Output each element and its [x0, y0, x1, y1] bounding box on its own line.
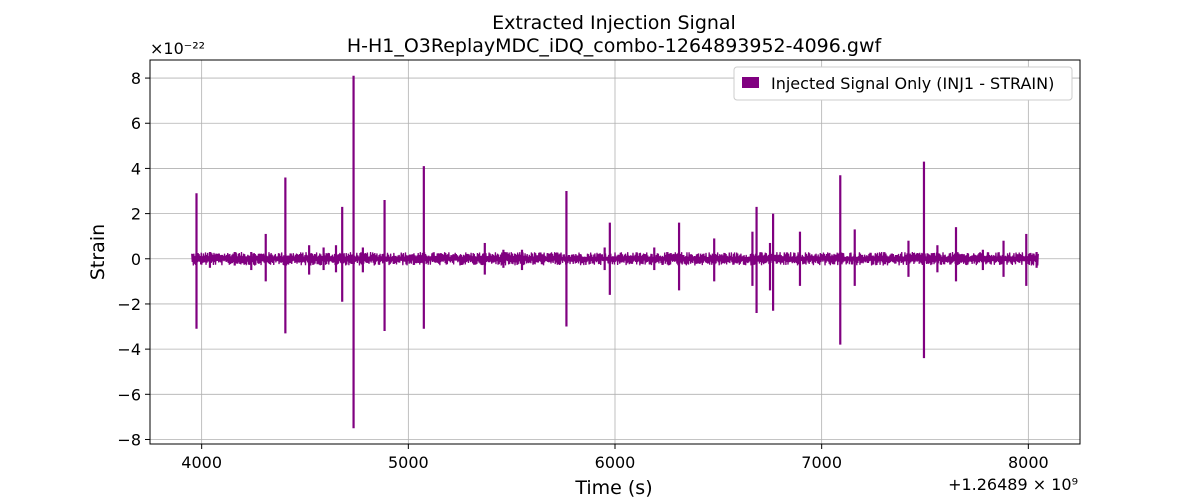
y-axis: −8 −6 −4 −2 0 2 4 6 8: [117, 69, 150, 449]
x-tick-label: 7000: [801, 453, 842, 472]
y-tick-label: −6: [117, 385, 141, 404]
legend-swatch: [742, 77, 759, 88]
x-tick-label: 8000: [1008, 453, 1049, 472]
y-tick-label: 0: [131, 250, 141, 269]
y-tick-label: −4: [117, 340, 141, 359]
x-tick-label: 4000: [181, 453, 222, 472]
y-scale-label: ×10⁻²²: [150, 39, 205, 58]
y-axis-label: Strain: [87, 224, 109, 280]
y-tick-label: −8: [117, 430, 141, 449]
chart-title: Extracted Injection Signal: [492, 12, 736, 34]
x-tick-label: 5000: [388, 453, 429, 472]
series-baseline: [191, 256, 1039, 262]
data-layer: [191, 75, 1039, 429]
y-tick-label: 8: [131, 69, 141, 88]
y-tick-label: 4: [131, 159, 141, 178]
legend: Injected Signal Only (INJ1 - STRAIN): [733, 66, 1073, 101]
y-tick-label: 2: [131, 205, 141, 224]
x-axis-label: Time (s): [574, 477, 652, 499]
y-tick-label: −2: [117, 295, 141, 314]
legend-frame: [733, 66, 1073, 101]
chart-subtitle: H-H1_O3ReplayMDC_iDQ_combo-1264893952-40…: [347, 35, 883, 57]
y-tick-label: 6: [131, 114, 141, 133]
x-offset-label: +1.26489 × 10⁹: [948, 475, 1078, 494]
x-axis: 4000 5000 6000 7000 8000: [181, 444, 1049, 472]
legend-label: Injected Signal Only (INJ1 - STRAIN): [771, 74, 1054, 93]
x-tick-label: 6000: [595, 453, 636, 472]
